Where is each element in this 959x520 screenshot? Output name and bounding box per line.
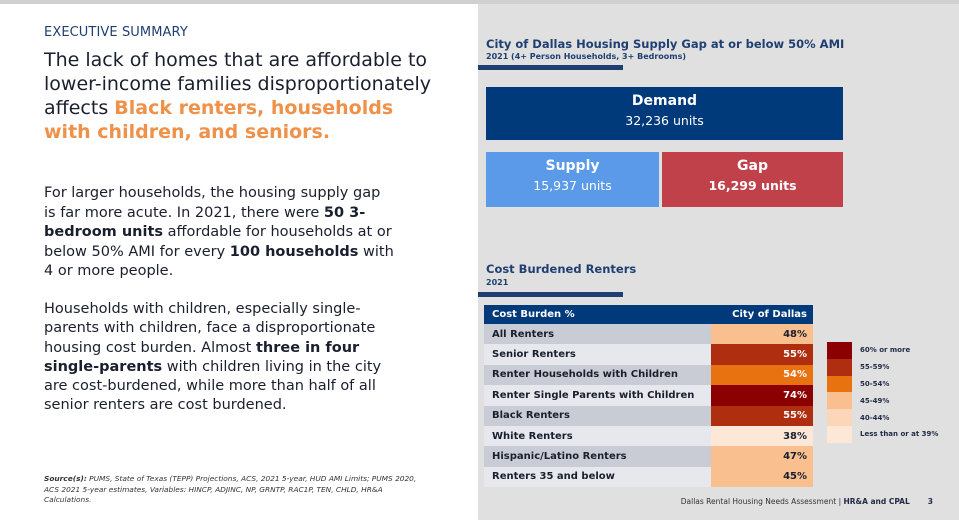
gap-label: Gap [737,158,768,174]
table-header: Cost Burden % City of Dallas [484,305,813,324]
color-legend: 60% or more 55-59% 50-54% 45-49% 40-44% Less … [827,342,938,443]
p1-bold-1: 50 3-bedroom units [44,204,366,241]
legend-item: 50-54% [827,375,938,393]
row-label: All Renters [484,324,711,345]
footer-authors: HR&A and CPAL [843,497,910,506]
cost-burden-title: Cost Burdened Renters [486,262,637,276]
supply-gap-underline [478,65,623,70]
p1-text-1: For larger households, the housing suppl… [44,185,381,221]
row-value: 55% [711,344,813,365]
legend-label: 45-49% [860,396,890,405]
footer-report: Dallas Rental Housing Needs Assessment [680,497,837,506]
legend-label: Less than or at 39% [860,430,939,439]
legend-item: Less than or at 39% [827,425,939,443]
legend-swatch [827,392,852,410]
row-value: 74% [711,385,813,406]
p2-bold-1: three in four single-parents [44,339,360,375]
gap-value: 16,299 units [708,178,797,193]
supply-gap-subtitle: 2021 (4+ Person Households, 3+ Bedrooms) [486,52,687,61]
legend-item: 55-59% [827,358,938,376]
source-text: PUMS, State of Texas (TEPP) Projections,… [44,474,417,504]
cost-burden-table: Cost Burden % City of Dallas All Renters… [484,305,813,488]
legend-swatch [827,375,852,393]
p1-text-2: affordable for households at or below 50… [44,224,392,260]
row-value: 38% [711,425,813,447]
table-row: White Renters 38% [484,425,813,447]
legend-swatch [827,409,852,426]
table-row: All Renters 48% [484,324,813,345]
legend-label: 55-59% [860,363,890,372]
cost-burden-underline [478,292,623,297]
header-city: City of Dallas [732,309,807,320]
source-note: Source(s): PUMS, State of Texas (TEPP) P… [44,474,424,506]
page-number: 3 [927,497,933,506]
row-value: 55% [711,405,813,426]
data-panel: City of Dallas Housing Supply Gap at or … [478,4,959,520]
row-value: 54% [711,364,813,386]
row-value: 45% [711,466,813,488]
demand-label: Demand [631,93,698,109]
supply-box: Supply 15,937 units [486,152,659,207]
summary-panel: EXECUTIVE SUMMARY The lack of homes that… [0,4,478,520]
paragraph-supply-gap: For larger households, the housing suppl… [44,184,394,282]
legend-label: 40-44% [860,413,890,422]
row-label: Senior Renters [484,344,711,365]
p2-text-2: with children living in the city are cos… [44,358,382,414]
header-cost-burden: Cost Burden % [492,309,575,320]
row-label: Renter Households with Children [484,364,711,386]
p2-text-1: Households with children, especially sin… [44,301,376,356]
legend-item: 40-44% [827,409,938,426]
paragraph-cost-burden: Households with children, especially sin… [44,300,394,416]
row-label: Renters 35 and below [484,466,711,488]
row-label: White Renters [484,425,711,447]
legend-swatch [827,358,852,376]
section-eyebrow: EXECUTIVE SUMMARY [44,25,188,40]
page-footer: Dallas Rental Housing Needs Assessment |… [681,497,933,506]
legend-item: 45-49% [827,392,938,410]
top-border [0,0,959,4]
cost-burden-subtitle: 2021 [486,278,509,287]
row-value: 48% [711,324,813,345]
table-row: Black Renters 55% [484,405,813,426]
gap-box: Gap 16,299 units [662,152,843,207]
table-row: Senior Renters 55% [484,344,813,365]
supply-gap-title: City of Dallas Housing Supply Gap at or … [486,37,845,51]
supply-label: Supply [545,158,600,174]
headline-highlight: Black renters, households with children,… [44,97,394,143]
table-row: Hispanic/Latino Renters 47% [484,446,813,467]
legend-label: 50-54% [860,379,890,388]
legend-item: 60% or more [827,342,938,359]
table-row: Renters 35 and below 45% [484,466,813,488]
row-label: Renter Single Parents with Children [484,385,711,406]
source-label: Source(s): [44,474,87,483]
legend-swatch [827,425,852,443]
headline: The lack of homes that are affordable to… [44,48,444,144]
legend-swatch [827,342,852,359]
table-row: Renter Single Parents with Children 74% [484,385,813,406]
demand-value: 32,236 units [625,113,704,128]
row-label: Hispanic/Latino Renters [484,446,711,467]
demand-box: Demand 32,236 units [486,87,843,140]
footer-separator: | [836,497,844,506]
table-row: Renter Households with Children 54% [484,364,813,386]
row-label: Black Renters [484,405,711,426]
row-value: 47% [711,446,813,467]
p1-bold-2: 100 households [229,243,359,260]
supply-value: 15,937 units [533,178,612,193]
legend-label: 60% or more [860,346,911,355]
p1-text-3: with 4 or more people. [44,243,394,280]
headline-text: The lack of homes that are affordable to… [44,49,432,119]
